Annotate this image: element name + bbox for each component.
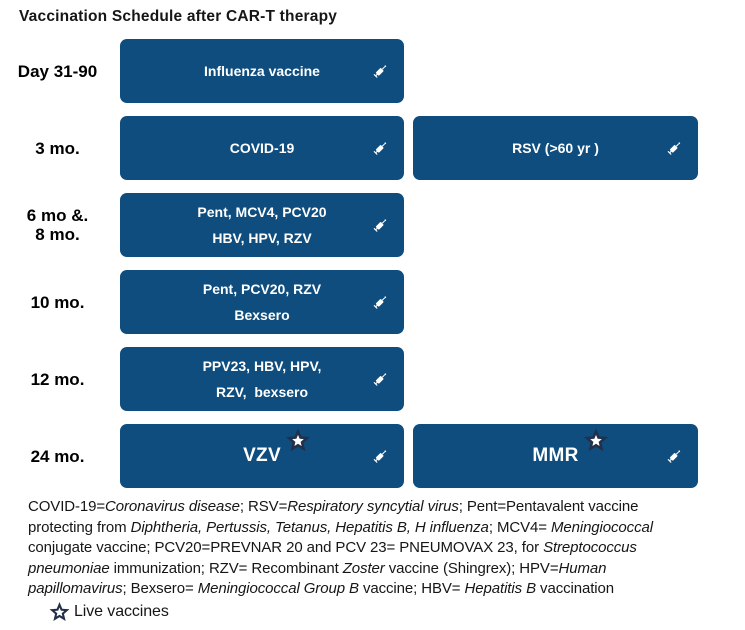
vaccine-box-label-line: Bexsero	[234, 307, 290, 323]
timepoint-label: 10 mo.	[30, 292, 85, 312]
vaccine-box-label-line: COVID-19	[229, 140, 295, 156]
footnote-text: immunization; RZV= Recombinant	[109, 559, 343, 577]
footnote-line: conjugate vaccine; PCV20=PREVNAR 20 and …	[28, 538, 745, 559]
vaccination-schedule-figure: Vaccination Schedule after CAR-T therapy…	[0, 8, 745, 630]
syringe-icon	[665, 139, 684, 158]
footnote-text: vaccine; HBV=	[358, 580, 465, 597]
footnote-text: vaccine (Shingrex); HPV=	[384, 559, 559, 577]
footnote-text: COVID-19=	[28, 498, 106, 515]
vaccine-box: Influenza vaccine	[120, 39, 404, 103]
vaccine-box: PPV23, HBV, HPV, RZV, bexsero	[120, 347, 404, 411]
footnote-term-italic: Hepatitis B	[464, 580, 537, 597]
footnote-term-italic: Respiratory syncytial virus	[287, 498, 459, 515]
syringe-icon	[665, 447, 684, 466]
footnote-term-italic: Diphtheria, Pertussis, Tetanus, Hepatiti…	[130, 518, 489, 536]
schedule-row: 12 mo. PPV23, HBV, HPV, RZV, bexsero	[0, 347, 745, 411]
footnote-term-italic: Meningiococcal	[550, 518, 653, 536]
vaccine-box-label-line: MMR	[532, 445, 579, 466]
schedule-row: 3 mo. COVID-19 RSV (>60 yr )	[0, 116, 745, 180]
vaccine-box-label-line: VZV	[243, 445, 281, 466]
vaccine-box-label-line: RSV (>60 yr )	[512, 140, 599, 156]
footnote-text: ; Bexsero=	[122, 580, 198, 597]
vaccine-box-label-line: Pent, PCV20, RZV	[202, 281, 322, 297]
footnote-term-italic: Coronavirus disease	[105, 498, 240, 515]
figure-title: Vaccination Schedule after CAR-T therapy	[19, 8, 338, 25]
vaccine-box-label: PPV23, HBV, HPV, RZV, bexsero	[203, 353, 322, 405]
footnote-text: ; RSV=	[239, 498, 288, 515]
vaccine-box-label-line: RZV, bexsero	[215, 384, 309, 400]
schedule-row: 24 mo. VZV MMR	[0, 424, 745, 488]
footnote-term-italic: pneumoniae	[28, 559, 110, 577]
vaccine-box: Pent, PCV20, RZV Bexsero	[120, 270, 404, 334]
footnote-term-italic: Human	[558, 559, 607, 577]
vaccine-box-label-line: HBV, HPV, RZV	[212, 230, 312, 246]
vaccine-box: RSV (>60 yr )	[413, 116, 698, 180]
footnote-term-italic: Streptococcus	[543, 539, 637, 556]
timepoint-label: 24 mo.	[30, 446, 85, 466]
syringe-icon	[371, 293, 390, 312]
syringe-icon	[371, 216, 390, 235]
footnote-lines: COVID-19=Coronavirus disease; RSV=Respir…	[28, 497, 745, 600]
syringe-icon	[371, 139, 390, 158]
live-vaccine-star-icon	[582, 427, 610, 455]
schedule-row: 6 mo &. 8 mo. Pent, MCV4, PCV20 HBV, HPV, …	[0, 193, 745, 257]
timepoint-label: 3 mo.	[35, 138, 80, 158]
footnote-line: pneumoniae immunization; RZV= Recombinan…	[28, 559, 745, 580]
timepoint-label: 6 mo &. 8 mo.	[26, 206, 89, 244]
footnote-line: papillomavirus; Bexsero= Meningiococcal …	[28, 579, 745, 600]
footnote-term-italic: Zoster	[342, 559, 385, 577]
abbreviation-footnote: COVID-19=Coronavirus disease; RSV=Respir…	[28, 497, 745, 624]
schedule-rows: Day 31-90 Influenza vaccine 3 mo. COVID-19 R…	[0, 39, 745, 488]
vaccine-box-label: COVID-19	[230, 135, 295, 161]
vaccine-box-label: Influenza vaccine	[204, 58, 320, 84]
vaccine-box-label: Pent, PCV20, RZV Bexsero	[203, 276, 321, 328]
timepoint-label: Day 31-90	[17, 61, 98, 81]
vaccine-box-label-line: Influenza vaccine	[204, 63, 320, 79]
timepoint-label: 12 mo.	[30, 369, 85, 389]
vaccine-box: COVID-19	[120, 116, 404, 180]
vaccine-box-label: VZV	[243, 428, 311, 469]
vaccine-box: VZV	[120, 424, 404, 488]
live-vaccine-star-icon	[48, 601, 71, 624]
legend-label: Live vaccines	[74, 603, 169, 620]
schedule-row: 10 mo. Pent, PCV20, RZV Bexsero	[0, 270, 745, 334]
syringe-icon	[371, 62, 390, 81]
syringe-icon	[371, 370, 390, 389]
live-vaccine-star-icon	[284, 427, 312, 455]
schedule-row: Day 31-90 Influenza vaccine	[0, 39, 745, 103]
footnote-term-italic: papillomavirus	[28, 580, 123, 597]
vaccine-box: MMR	[413, 424, 698, 488]
syringe-icon	[371, 447, 390, 466]
vaccine-box-label: Pent, MCV4, PCV20 HBV, HPV, RZV	[197, 199, 326, 251]
footnote-line: COVID-19=Coronavirus disease; RSV=Respir…	[28, 497, 745, 518]
footnote-text: vaccination	[535, 580, 614, 597]
vaccine-box: Pent, MCV4, PCV20 HBV, HPV, RZV	[120, 193, 404, 257]
footnote-text: protecting from	[28, 518, 131, 536]
vaccine-box-label-line: PPV23, HBV, HPV,	[202, 358, 322, 374]
footnote-term-italic: Meningiococcal Group B	[197, 580, 359, 597]
vaccine-box-label: MMR	[532, 428, 608, 469]
footnote-text: ; Pent=Pentavalent vaccine	[458, 498, 639, 515]
live-vaccines-legend: Live vaccines	[48, 601, 745, 624]
footnote-text: conjugate vaccine; PCV20=PREVNAR 20 and …	[28, 539, 544, 556]
footnote-text: ; MCV4=	[488, 518, 551, 536]
vaccine-box-label-line: Pent, MCV4, PCV20	[197, 204, 327, 220]
footnote-line: protecting from Diphtheria, Pertussis, T…	[28, 518, 745, 539]
vaccine-box-label: RSV (>60 yr )	[512, 135, 599, 161]
